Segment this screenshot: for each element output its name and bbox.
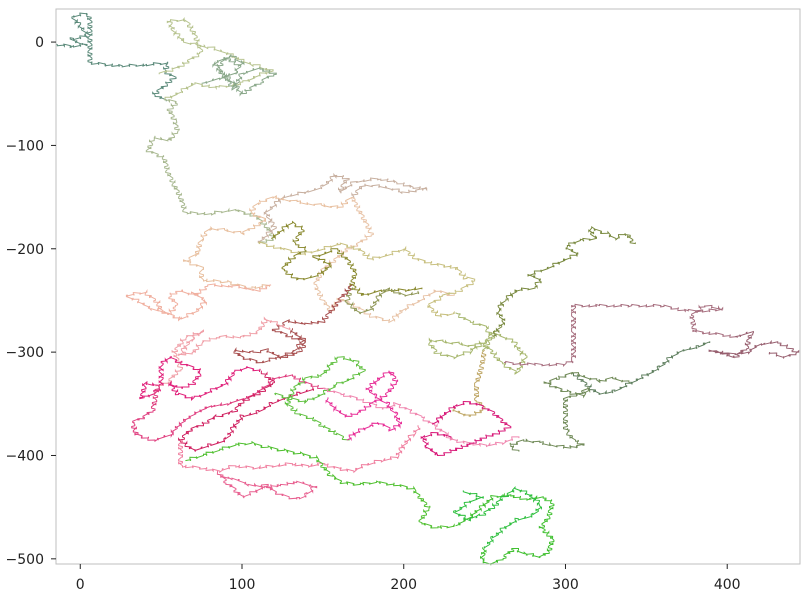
y-tick-label: −100 [6,138,44,154]
walk-segment [503,303,738,367]
walk-segment [573,341,711,395]
walk-segment [325,370,402,442]
plot-frame [55,8,801,565]
walk-segment [183,194,353,289]
walk-segment [313,196,455,324]
x-axis: 0 100 200 300 400 [76,564,741,592]
walk-segment [452,349,487,417]
walk-segment [233,284,353,364]
walk-segment [455,492,555,566]
walk-segment [145,99,276,244]
walk-segment [344,284,420,315]
walk-segment [158,16,274,101]
walk-segment [178,370,314,452]
y-axis: 0 −100 −200 −300 −400 −500 [6,35,56,568]
walk-segment [322,387,520,448]
walk-segment [201,54,277,97]
x-tick-label: 300 [552,577,579,592]
walk-segment [125,283,272,322]
walk-segment [216,470,318,500]
y-tick-label: −400 [6,448,44,464]
x-tick-label: 400 [714,577,741,592]
walk-segment [453,485,542,549]
walk-segment [428,312,528,375]
walk-segment [420,400,512,457]
y-tick-label: −500 [6,552,44,568]
walk-segment [270,220,423,296]
walk-segment [139,355,261,402]
walk-segment [492,225,636,338]
y-tick-label: 0 [35,35,44,51]
walk-segment [509,371,631,452]
x-tick-label: 0 [76,577,85,592]
walk-segment [257,241,476,318]
walk-segment [257,172,428,243]
walk-segment [185,440,455,529]
walk-segment [55,12,177,102]
walk-segment [131,373,326,443]
walk-layer [55,12,800,566]
walk-segment [178,425,421,474]
walk-segment [708,330,800,359]
x-tick-label: 200 [390,577,417,592]
x-tick-label: 100 [229,577,256,592]
y-tick-label: −300 [6,345,44,361]
walk-segment [273,356,366,441]
y-tick-label: −200 [6,242,44,258]
